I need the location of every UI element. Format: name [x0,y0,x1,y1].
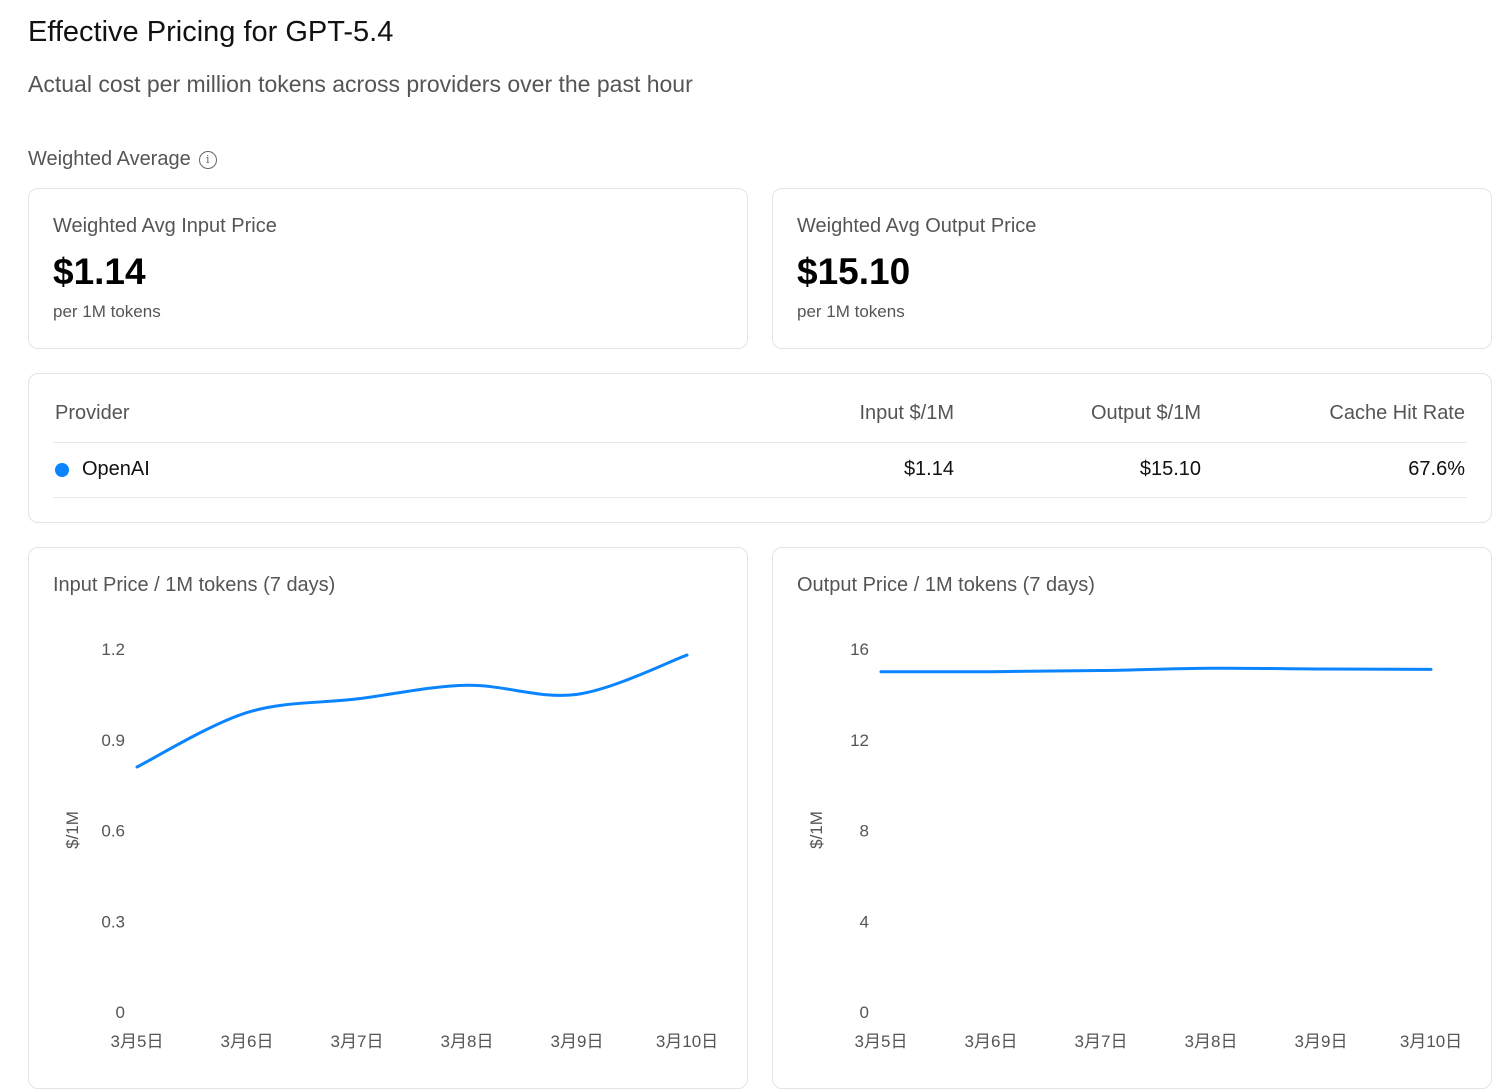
provider-color-dot [55,463,69,477]
output-price-card: Weighted Avg Output Price $15.10 per 1M … [772,188,1492,349]
output-price: $15.10 [1139,458,1201,480]
input-price-chart: 1.2 0.9 0.6 0.3 0 3月5日 3月6日 3月7日 3月8日 3月9日 3月10日 $/… [63,640,718,1051]
card-unit: per 1M tokens [797,302,905,321]
x-tick-label: 3月8日 [1185,1032,1238,1051]
y-tick-label: 0 [860,1003,869,1022]
header-output: Output $/1M [1090,402,1201,424]
card-title: Weighted Avg Output Price [797,215,1037,237]
output-price-chart: 16 12 8 4 0 3月5日 3月6日 3月7日 3月8日 3月9日 3月10日 $/1M [807,640,1462,1051]
series-line [879,666,1433,674]
x-tick-label: 3月7日 [1075,1032,1128,1051]
x-tick-label: 3月7日 [331,1032,384,1051]
input-price: $1.14 [903,458,954,480]
x-tick-label: 3月8日 [441,1032,494,1051]
provider-table: Provider Input $/1M Output $/1M Cache Hi… [28,373,1492,523]
y-axis-label: $/1M [63,811,82,849]
weighted-average-label: Weighted Average [28,148,191,170]
y-tick-label: 12 [850,731,869,750]
y-axis-label: $/1M [807,811,826,849]
x-tick-label: 3月9日 [1295,1032,1348,1051]
card-unit: per 1M tokens [53,302,161,321]
y-tick-label: 0 [116,1003,125,1022]
x-tick-label: 3月10日 [656,1032,718,1051]
y-tick-label: 1.2 [101,640,125,659]
cache-hit-rate: 67.6% [1408,458,1465,480]
x-tick-label: 3月6日 [221,1032,274,1051]
header-input: Input $/1M [859,402,954,424]
header-provider: Provider [55,402,130,424]
card-value: $1.14 [53,251,146,292]
weighted-average-heading: Weighted Average i [28,148,217,171]
card-title: Weighted Avg Input Price [53,215,277,237]
x-tick-label: 3月5日 [111,1032,164,1051]
chart-title: Output Price / 1M tokens (7 days) [797,574,1095,596]
y-tick-label: 4 [860,912,869,931]
input-price-card: Weighted Avg Input Price $1.14 per 1M to… [28,188,748,349]
x-tick-label: 3月10日 [1400,1032,1462,1051]
y-tick-label: 16 [850,640,869,659]
divider [53,442,1467,443]
page-title: Effective Pricing for GPT-5.4 [28,16,394,48]
chart-title: Input Price / 1M tokens (7 days) [53,574,336,596]
info-icon[interactable]: i [198,150,217,169]
y-tick-label: 0.9 [101,731,125,750]
page-subtitle: Actual cost per million tokens across pr… [28,71,693,97]
x-tick-label: 3月9日 [551,1032,604,1051]
series-line [135,653,689,769]
provider-name: OpenAI [82,458,150,480]
x-tick-label: 3月5日 [855,1032,908,1051]
header-cache-hit-rate: Cache Hit Rate [1329,402,1465,424]
y-tick-label: 0.6 [101,822,125,841]
y-tick-label: 8 [860,822,869,841]
x-tick-label: 3月6日 [965,1032,1018,1051]
card-value: $15.10 [797,251,911,292]
input-price-chart-card: Input Price / 1M tokens (7 days) 1.2 0.9 0… [28,547,748,1089]
output-price-chart-card: Output Price / 1M tokens (7 days) 16 12 8 4… [772,547,1492,1089]
divider [53,497,1467,498]
y-tick-label: 0.3 [101,912,125,931]
